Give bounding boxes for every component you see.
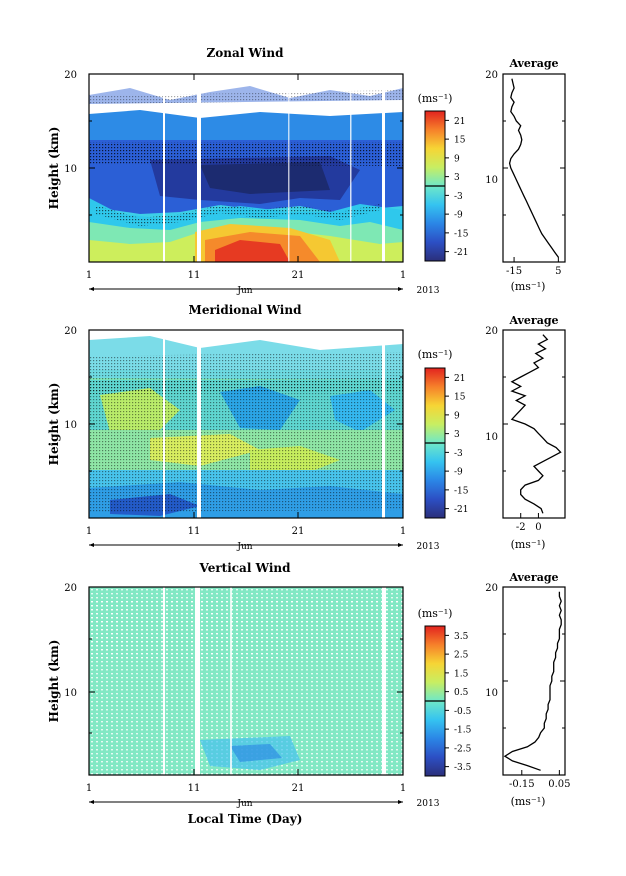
zonal-colorbar-label: 3 [454, 173, 460, 183]
zonal-colorbar-label: 21 [454, 117, 465, 127]
zonal-panel: Zonal Wind [47, 46, 566, 296]
vertical-colorbar-label: -3.5 [454, 763, 472, 773]
meridional-xtick-1: 1 [86, 526, 92, 537]
meridional-heatmap [89, 330, 403, 518]
vertical-axes [88, 586, 404, 803]
vertical-xtick-1: 1 [86, 783, 92, 794]
meridional-ylabel: Height (km) [47, 383, 61, 466]
zonal-ytick-20: 20 [64, 70, 77, 81]
meridional-ytick-20: 20 [64, 326, 77, 337]
zonal-heatmap [89, 74, 403, 262]
zonal-colorbar: (ms⁻¹) [418, 92, 453, 262]
zonal-colorbar-label: -3 [454, 192, 463, 202]
vertical-colorbar: (ms⁻¹) [418, 607, 453, 777]
vertical-colorbar-label: -1.5 [454, 726, 472, 736]
meridional-year: 2013 [417, 542, 440, 552]
meridional-axes [88, 329, 404, 546]
vertical-profile-xlabel: (ms⁻¹) [511, 795, 546, 808]
vertical-colorbar-label: 0.5 [454, 688, 469, 698]
vertical-ytick-10: 10 [64, 688, 77, 699]
zonal-profile-xtick-label: 5 [555, 266, 561, 277]
vertical-colorbar-label: 2.5 [454, 651, 469, 661]
vertical-profile-xtick-label: 0.05 [548, 779, 570, 790]
meridional-profile-xlabel: (ms⁻¹) [511, 538, 546, 551]
meridional-profile-xtick-label: 0 [535, 522, 541, 533]
vertical-year: 2013 [417, 799, 440, 809]
zonal-xtick-1: 1 [86, 270, 92, 281]
meridional-colorbar-label: 21 [454, 374, 465, 384]
vertical-colorbar-unit: (ms⁻¹) [418, 607, 453, 620]
meridional-profile-title: Average [508, 314, 558, 327]
vertical-heatmap [89, 587, 403, 775]
meridional-colorbar-label: -21 [454, 505, 469, 515]
vertical-colorbar-label: -2.5 [454, 744, 472, 754]
vertical-panel: Vertical Wind 20 10 Height (km) 1 [47, 561, 570, 826]
time-axis-label: Local Time (Day) [188, 812, 303, 826]
vertical-profile-ytick-20: 20 [485, 583, 498, 594]
meridional-panel: Meridional Wind [47, 303, 566, 552]
zonal-colorbar-label: -15 [454, 229, 469, 239]
zonal-axes [88, 73, 404, 290]
zonal-xtick-end: 1 [400, 270, 406, 281]
meridional-colorbar-label: 3 [454, 430, 460, 440]
zonal-ylabel: Height (km) [47, 127, 61, 210]
vertical-profile-line [503, 591, 562, 771]
zonal-year: 2013 [417, 286, 440, 296]
vertical-profile: Average 20 10 (ms⁻¹) -0.15 0.05 [485, 571, 570, 808]
zonal-colorbar-label: -9 [454, 211, 463, 221]
zonal-profile-title: Average [508, 57, 558, 70]
meridional-profile-xtick-label: -2 [516, 522, 526, 533]
meridional-colorbar-label: 9 [454, 411, 460, 421]
meridional-xtick-21: 21 [292, 526, 305, 537]
meridional-colorbar-label: -9 [454, 468, 463, 478]
meridional-colorbar-label: -3 [454, 449, 463, 459]
meridional-colorbar: (ms⁻¹) [418, 348, 453, 519]
vertical-colorbar-label: -0.5 [454, 707, 472, 717]
zonal-ytick-10: 10 [64, 164, 77, 175]
zonal-profile-xlabel: (ms⁻¹) [511, 280, 546, 293]
vertical-profile-title: Average [508, 571, 558, 584]
zonal-xtick-21: 21 [292, 270, 305, 281]
zonal-profile-ytick-20: 20 [485, 70, 498, 81]
zonal-colorbar-unit: (ms⁻¹) [418, 92, 453, 105]
meridional-colorbar-unit: (ms⁻¹) [418, 348, 453, 361]
meridional-title: Meridional Wind [189, 303, 303, 317]
vertical-profile-xtick-label: -0.15 [509, 779, 535, 790]
vertical-colorbar-label: 1.5 [454, 669, 469, 679]
zonal-profile-xtick-label: -15 [506, 266, 522, 277]
meridional-colorbar-label: -15 [454, 486, 469, 496]
meridional-xlabel: Jun [236, 542, 252, 552]
zonal-colorbar-label: 15 [454, 136, 466, 146]
meridional-ytick-10: 10 [64, 420, 77, 431]
meridional-xtick-11: 11 [188, 526, 201, 537]
meridional-profile: Average 20 10 (ms⁻¹) -2 0 [485, 314, 566, 551]
meridional-profile-ytick-20: 20 [485, 326, 498, 337]
meridional-colorbar-label: 15 [454, 393, 466, 403]
vertical-xtick-11: 11 [188, 783, 201, 794]
vertical-title: Vertical Wind [198, 561, 291, 575]
zonal-xtick-11: 11 [188, 270, 201, 281]
vertical-ytick-20: 20 [64, 583, 77, 594]
meridional-xtick-end: 1 [400, 526, 406, 537]
vertical-xtick-21: 21 [292, 783, 305, 794]
zonal-colorbar-label: -21 [454, 248, 469, 258]
zonal-profile-ytick-10: 10 [485, 175, 498, 186]
zonal-xlabel: Jun [236, 286, 252, 296]
meridional-profile-ytick-10: 10 [485, 432, 498, 443]
zonal-title: Zonal Wind [207, 46, 285, 60]
meridional-profile-line [510, 334, 562, 514]
zonal-profile: Average 20 10 (ms⁻¹) -15 5 [485, 57, 566, 293]
vertical-ylabel: Height (km) [47, 640, 61, 723]
zonal-colorbar-label: 9 [454, 154, 460, 164]
vertical-colorbar-label: 3.5 [454, 632, 469, 642]
zonal-profile-line [508, 78, 559, 258]
vertical-xtick-end: 1 [400, 783, 406, 794]
vertical-xlabel: Jun [236, 799, 252, 809]
vertical-profile-ytick-10: 10 [485, 688, 498, 699]
